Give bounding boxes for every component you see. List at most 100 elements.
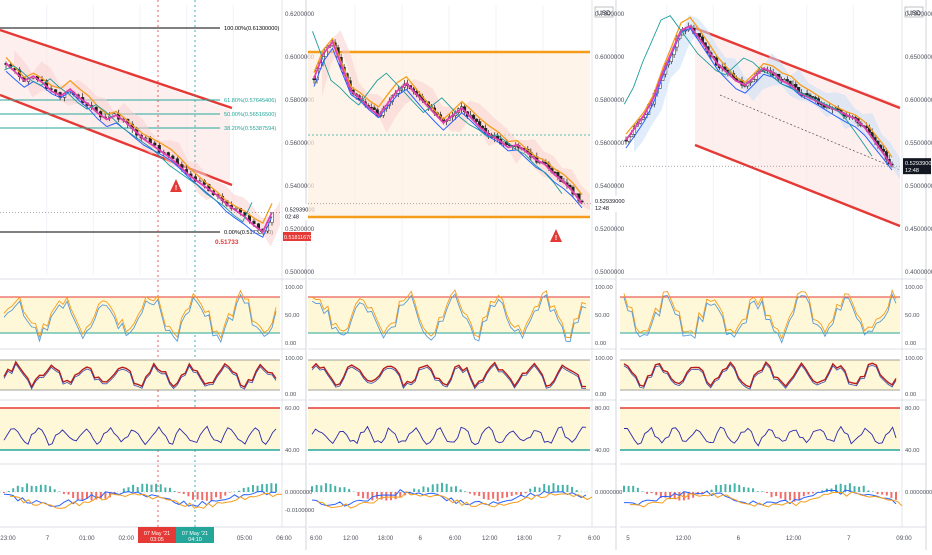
price-tick-label: 0.5000000 bbox=[285, 269, 315, 276]
candle-body bbox=[814, 97, 817, 98]
macd-histogram-bar bbox=[743, 487, 745, 492]
macd-histogram-bar bbox=[427, 487, 429, 492]
macd-tick-label: 0.0000000 bbox=[905, 490, 932, 496]
time-tick-label: 18:00 bbox=[378, 535, 394, 542]
osc1-tick-label: 100.00 bbox=[905, 285, 923, 291]
macd-histogram-bar bbox=[628, 486, 630, 492]
macd-histogram-bar bbox=[487, 492, 489, 500]
macd-histogram-bar bbox=[474, 492, 476, 495]
macd-histogram-bar bbox=[422, 486, 424, 492]
candle-body bbox=[313, 79, 316, 80]
macd-histogram-bar bbox=[464, 491, 466, 492]
candle-body bbox=[752, 79, 755, 81]
macd-histogram-bar bbox=[146, 484, 148, 492]
macd-histogram-bar bbox=[724, 484, 726, 492]
macd-histogram-bar bbox=[483, 492, 485, 499]
price-tick-label: 0.5200000 bbox=[595, 226, 625, 233]
osc1-tick-label: 100.00 bbox=[285, 285, 303, 291]
osc3-tick-label: 80.00 bbox=[595, 406, 610, 412]
price-tick-label: 0.6000000 bbox=[595, 54, 625, 61]
macd-histogram-bar bbox=[72, 492, 74, 498]
macd-histogram-bar bbox=[169, 488, 171, 492]
osc2-tick-label: 100.00 bbox=[285, 356, 303, 362]
price-tick-label: 0.4000000 bbox=[905, 269, 932, 276]
osc3-tick-label: 40.00 bbox=[285, 448, 300, 454]
macd-histogram-bar bbox=[840, 484, 842, 492]
macd-histogram-bar bbox=[450, 487, 452, 492]
macd-histogram-bar bbox=[334, 486, 336, 492]
macd-histogram-bar bbox=[729, 485, 731, 492]
macd-histogram-bar bbox=[31, 486, 33, 492]
time-tick-label: 7 bbox=[847, 535, 851, 542]
osc1-tick-label: 0.00 bbox=[595, 341, 606, 347]
price-tick-label: 0.5000000 bbox=[595, 269, 625, 276]
macd-histogram-bar bbox=[40, 485, 42, 492]
macd-histogram-bar bbox=[501, 492, 503, 498]
osc2-tick-label: 0.00 bbox=[905, 392, 916, 398]
macd-histogram-bar bbox=[752, 488, 754, 492]
macd-histogram-bar bbox=[881, 492, 883, 495]
macd-histogram-bar bbox=[571, 487, 573, 492]
macd-histogram-bar bbox=[243, 488, 245, 492]
macd-histogram-bar bbox=[738, 485, 740, 492]
macd-histogram-bar bbox=[469, 492, 471, 494]
time-tick-label: 6:00 bbox=[449, 535, 462, 542]
macd-histogram-bar bbox=[44, 485, 46, 492]
macd-histogram-bar bbox=[339, 487, 341, 492]
macd-histogram-bar bbox=[192, 492, 194, 500]
macd-histogram-bar bbox=[174, 491, 176, 492]
macd-histogram-bar bbox=[784, 492, 786, 501]
macd-histogram-bar bbox=[164, 487, 166, 492]
osc2-tick-label: 100.00 bbox=[905, 356, 923, 362]
macd-histogram-bar bbox=[877, 492, 879, 494]
macd-histogram-bar bbox=[330, 484, 332, 492]
macd-histogram-bar bbox=[399, 492, 401, 497]
macd-histogram-bar bbox=[81, 492, 83, 501]
macd-histogram-bar bbox=[715, 485, 717, 492]
osc2-tick-label: 0.00 bbox=[285, 392, 296, 398]
osc3-tick-label: 40.00 bbox=[595, 448, 610, 454]
macd-histogram-bar bbox=[238, 491, 240, 492]
time-tick-label: 6 bbox=[737, 535, 741, 542]
macd-histogram-bar bbox=[160, 484, 162, 492]
price-tick-label: 0.5500000 bbox=[905, 140, 932, 147]
macd-histogram-bar bbox=[497, 492, 499, 501]
macd-histogram-bar bbox=[895, 492, 897, 500]
range-fill bbox=[308, 52, 590, 217]
price-tick-label: 0.5400000 bbox=[595, 183, 625, 190]
macd-histogram-bar bbox=[390, 492, 392, 500]
osc1-tick-label: 50.00 bbox=[595, 313, 610, 319]
macd-histogram-bar bbox=[646, 492, 648, 494]
macd-histogram-bar bbox=[771, 492, 773, 497]
macd-histogram-bar bbox=[151, 485, 153, 492]
macd-histogram-bar bbox=[478, 492, 480, 496]
osc2-tick-label: 0.00 bbox=[595, 392, 606, 398]
macd-histogram-bar bbox=[576, 490, 578, 492]
macd-histogram-bar bbox=[123, 488, 125, 492]
macd-histogram-bar bbox=[17, 486, 19, 492]
macd-histogram-bar bbox=[623, 486, 625, 492]
macd-histogram-bar bbox=[320, 485, 322, 492]
osc1-tick-label: 0.00 bbox=[905, 341, 916, 347]
macd-histogram-bar bbox=[539, 488, 541, 492]
time-tick-label: 7 bbox=[46, 535, 50, 542]
macd-histogram-bar bbox=[210, 492, 212, 501]
macd-histogram-bar bbox=[455, 486, 457, 492]
price-tick-label: 0.4500000 bbox=[905, 226, 932, 233]
warning-icon-mark: ! bbox=[175, 185, 177, 192]
low-value-label: 0.51811670 bbox=[284, 235, 312, 241]
macd-histogram-bar bbox=[252, 485, 254, 492]
fib-label: 100.00%(0.61300000) bbox=[224, 26, 279, 32]
macd-histogram-bar bbox=[492, 492, 494, 499]
time-tick-label: 23:00 bbox=[0, 535, 16, 542]
macd-histogram-bar bbox=[201, 492, 203, 500]
osc1-tick-label: 50.00 bbox=[905, 313, 920, 319]
macd-histogram-bar bbox=[529, 489, 531, 492]
time-tick-label: 01:00 bbox=[79, 535, 95, 542]
last-price-time: 02:48 bbox=[285, 214, 299, 220]
macd-tick-label: 0.0000000 bbox=[285, 490, 312, 496]
macd-histogram-bar bbox=[91, 492, 93, 500]
time-tick-label: 12:00 bbox=[343, 535, 359, 542]
